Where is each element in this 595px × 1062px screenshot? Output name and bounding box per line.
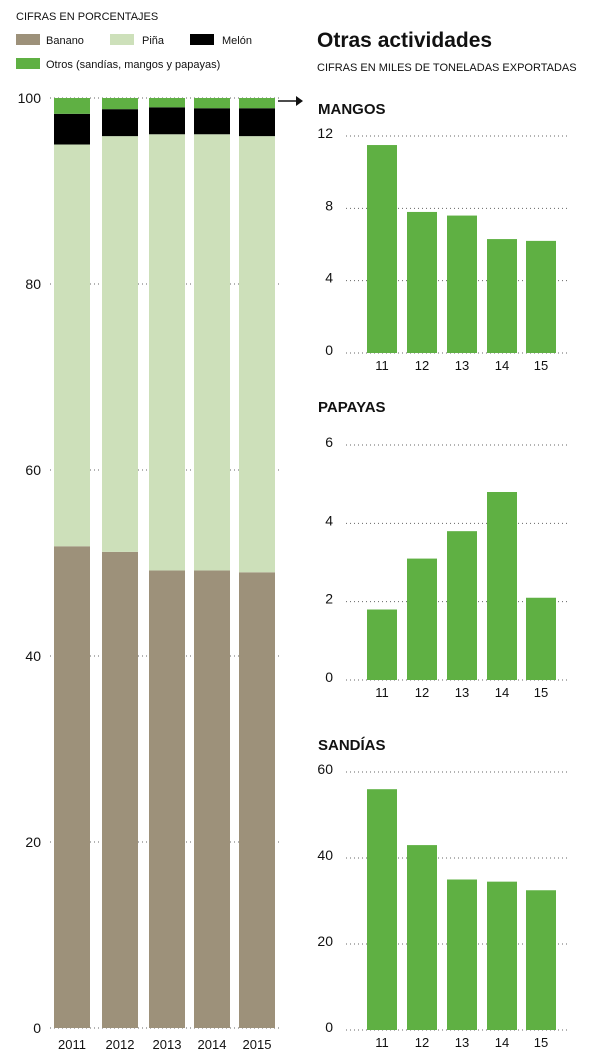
stack-segment [239,136,275,573]
bar [367,789,397,1030]
x-tick-label: 15 [534,1035,548,1050]
bar [526,890,556,1030]
stack-segment [194,570,230,1028]
stack-segment [239,98,275,109]
bar [487,492,517,680]
legend-label-otros: Otros (sandías, mangos y papayas) [46,59,220,71]
x-tick-label: 2015 [243,1037,272,1052]
y-tick-label: 0 [33,1020,41,1036]
x-tick-label: 12 [415,685,429,700]
x-tick-label: 11 [375,358,389,373]
bar [487,239,517,353]
bar [367,609,397,680]
bar [447,531,477,680]
legend-label-melon: Melón [222,35,252,47]
stack-segment [54,144,90,547]
stack-segment [149,98,185,108]
chart-title: MANGOS [318,101,386,118]
bar [487,881,517,1030]
y-tick-label: 8 [325,197,333,213]
bar [407,845,437,1030]
x-tick-label: 12 [415,1035,429,1050]
y-tick-label: 40 [25,648,41,664]
right-subtitle: CIFRAS EN MILES DE TONELADAS EXPORTADAS [317,62,577,74]
stack-segment [194,108,230,135]
y-tick-label: 20 [25,834,41,850]
y-tick-label: 20 [317,933,333,949]
stack-segment [54,113,90,145]
stack-segment [239,572,275,1028]
bar [447,215,477,353]
bar [407,211,437,353]
legend-label-pina: Piña [142,35,165,47]
chart-title: PAPAYAS [318,399,386,416]
x-tick-label: 11 [375,685,389,700]
legend-swatch-melon [190,34,214,45]
y-tick-label: 0 [325,1019,333,1035]
legend-swatch-banano [16,34,40,45]
y-tick-label: 6 [325,434,333,450]
x-tick-label: 2012 [106,1037,135,1052]
chart-title: SANDÍAS [318,737,386,754]
y-tick-label: 12 [317,125,333,141]
stack-segment [149,107,185,135]
legend: Banano Piña Melón Otros (sandías, mangos… [16,34,252,71]
y-tick-label: 100 [18,90,42,106]
stack-segment [239,108,275,137]
stack-segment [102,109,138,137]
x-tick-label: 13 [455,358,469,373]
y-tick-label: 4 [325,270,333,286]
bar [367,145,397,353]
legend-swatch-pina [110,34,134,45]
y-tick-label: 4 [325,512,333,528]
y-tick-label: 40 [317,847,333,863]
stack-segment [54,98,90,114]
x-tick-label: 13 [455,685,469,700]
y-tick-label: 2 [325,591,333,607]
y-tick-label: 60 [25,462,41,478]
x-tick-label: 2013 [153,1037,182,1052]
right-title: Otras actividades [317,29,492,52]
y-tick-label: 60 [317,761,333,777]
bar [526,240,556,353]
x-tick-label: 12 [415,358,429,373]
bar [447,879,477,1030]
stack-segment [102,551,138,1028]
y-tick-label: 80 [25,276,41,292]
stack-segment [102,98,138,110]
x-tick-label: 14 [495,358,509,373]
y-tick-label: 0 [325,342,333,358]
stack-segment [149,134,185,571]
y-tick-label: 0 [325,669,333,685]
x-tick-label: 13 [455,1035,469,1050]
x-tick-label: 15 [534,685,548,700]
x-tick-label: 2011 [58,1037,86,1052]
stack-segment [54,546,90,1028]
bar [407,558,437,680]
left-subtitle: CIFRAS EN PORCENTAJES [16,11,158,23]
stack-segment [102,136,138,552]
legend-swatch-otros [16,58,40,69]
x-tick-label: 2014 [198,1037,227,1052]
stack-segment [194,98,230,109]
x-tick-label: 14 [495,685,509,700]
arrow-right-icon [278,96,303,106]
stack-segment [149,570,185,1028]
x-tick-label: 14 [495,1035,509,1050]
x-tick-label: 11 [375,1035,389,1050]
x-tick-label: 15 [534,358,548,373]
legend-label-banano: Banano [46,35,84,47]
bar [526,597,556,680]
stack-segment [194,134,230,571]
